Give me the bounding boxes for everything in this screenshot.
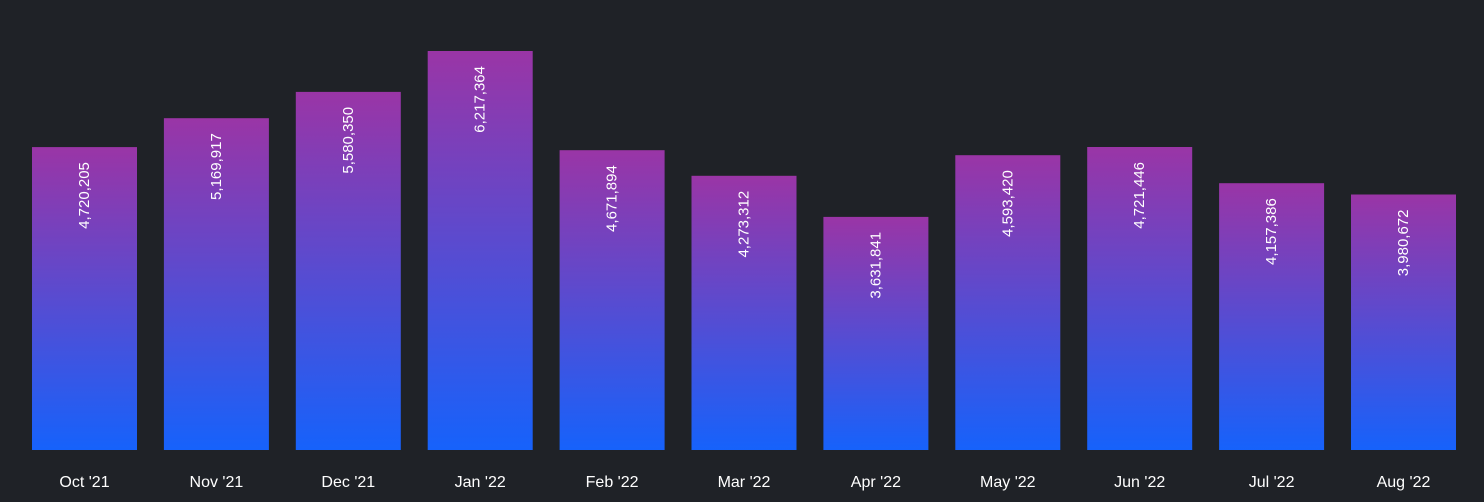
x-tick-label: Jan '22	[455, 474, 506, 491]
x-tick-label: Feb '22	[586, 474, 639, 491]
x-tick-label: Apr '22	[851, 474, 901, 491]
bar-1	[163, 118, 269, 450]
bar-6	[823, 216, 929, 450]
bar-7	[955, 155, 1061, 450]
bar-2	[295, 91, 401, 451]
bar-3	[427, 51, 533, 450]
bar-value-label: 4,720,205	[76, 162, 93, 229]
x-tick-label: Jun '22	[1114, 474, 1165, 491]
x-tick-label: May '22	[980, 474, 1036, 491]
bar-4	[559, 150, 665, 450]
bar-value-label: 3,980,672	[1395, 210, 1412, 277]
x-tick-label: Jul '22	[1249, 474, 1295, 491]
bar-value-label: 4,671,894	[604, 165, 621, 232]
x-tick-label: Dec '21	[321, 474, 375, 491]
x-tick-label: Mar '22	[718, 474, 771, 491]
value-labels-layer: 4,720,205 5,169,917 5,580,350 6,217,364 4,67…	[76, 66, 1412, 299]
x-tick-label: Nov '21	[190, 474, 244, 491]
bar-value-label: 3,631,841	[867, 232, 884, 299]
bar-value-label: 4,157,386	[1263, 198, 1280, 265]
bar-value-label: 4,721,446	[1131, 162, 1148, 229]
bar-value-label: 5,169,917	[208, 133, 225, 200]
bar-value-label: 5,580,350	[340, 107, 357, 174]
bar-10	[1351, 194, 1456, 450]
bar-value-label: 4,593,420	[999, 170, 1016, 237]
bars-layer	[32, 51, 1456, 451]
bar-0	[32, 147, 137, 450]
x-axis: Oct '21 Nov '21 Dec '21 Jan '22 Feb '22 Mar '…	[59, 474, 1430, 491]
bar-value-label: 6,217,364	[472, 66, 489, 133]
bar-9	[1219, 183, 1325, 450]
x-tick-label: Aug '22	[1377, 474, 1431, 491]
x-tick-label: Oct '21	[59, 474, 109, 491]
bar-8	[1087, 147, 1193, 450]
bar-value-label: 4,273,312	[736, 191, 753, 258]
bar-5	[691, 175, 797, 451]
